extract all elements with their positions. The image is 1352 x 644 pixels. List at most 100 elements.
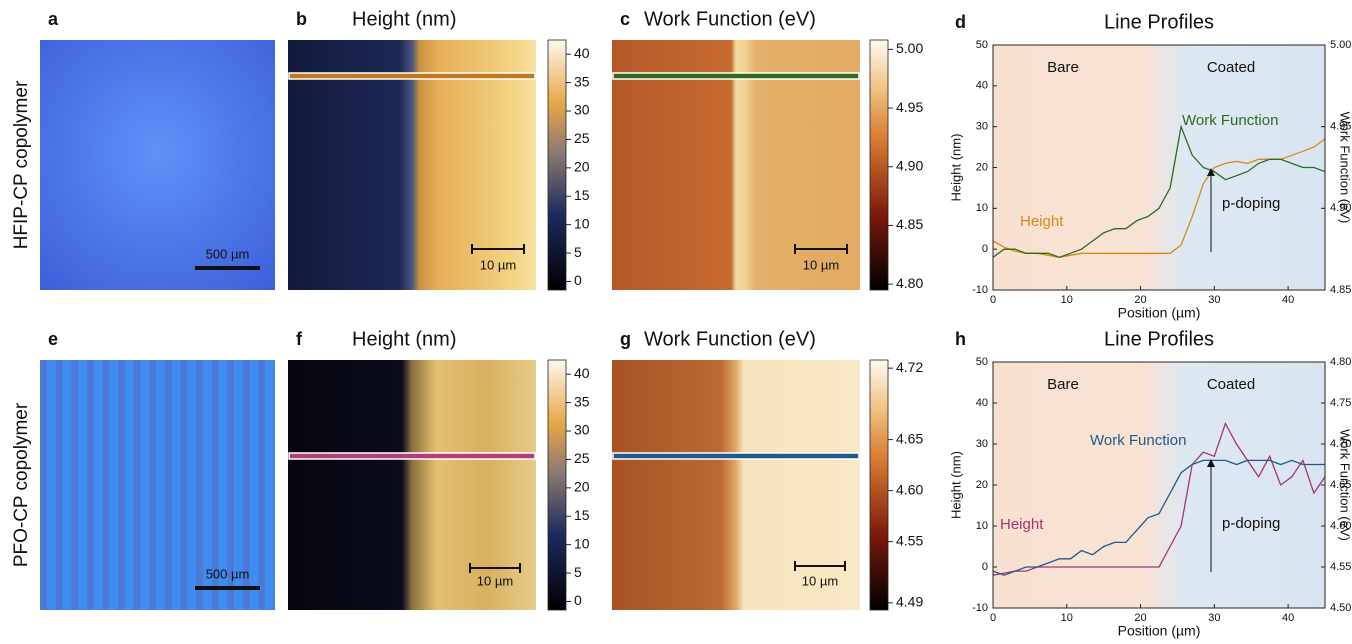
colorbar-tick-label: 25 [574, 450, 590, 466]
colorbar-tick-label: 40 [574, 45, 590, 61]
region-label: Bare [1047, 59, 1079, 76]
region-label: Coated [1207, 376, 1255, 393]
colorbar-tick-label: 35 [574, 73, 590, 89]
region-label: Coated [1207, 59, 1255, 76]
y-tick-label: 20 [976, 161, 988, 173]
colorbar [870, 40, 888, 290]
row-label: HFIP-CP copolymer [11, 80, 32, 249]
colorbar-tick-label: 0 [574, 272, 582, 288]
region-label: Bare [1047, 376, 1079, 393]
profile-line [289, 453, 535, 459]
panel-title: Height (nm) [352, 8, 456, 30]
y2-tick-label: 4.50 [1330, 602, 1351, 614]
y-tick-label: 10 [976, 520, 988, 532]
y-tick-label: 40 [976, 80, 988, 92]
scale-bar-label: 10 µm [802, 573, 838, 588]
y2-axis-label: Work Function (eV) [1338, 429, 1352, 541]
x-tick-label: 30 [1208, 294, 1220, 306]
colorbar-tick-label: 10 [574, 535, 590, 551]
scale-bar-label: 10 µm [480, 257, 516, 272]
colorbar-tick-label: 20 [574, 159, 590, 175]
panel-letter: c [620, 9, 630, 29]
panel-letter: b [296, 9, 307, 29]
y2-tick-label: 4.55 [1330, 561, 1351, 573]
y-axis-label: Height (nm) [948, 134, 963, 202]
y-tick-label: 50 [976, 39, 988, 51]
series-label: Height [1000, 516, 1044, 533]
y-tick-label: -10 [972, 602, 988, 614]
series-label: Work Function [1090, 432, 1186, 449]
chart-title: Line Profiles [1104, 328, 1214, 350]
y-tick-label: 30 [976, 121, 988, 133]
y-tick-label: -10 [972, 284, 988, 296]
panel-letter: g [620, 329, 631, 349]
row-label: PFO-CP copolymer [11, 402, 32, 567]
colorbar-tick-label: 10 [574, 215, 590, 231]
y2-tick-label: 4.80 [1330, 356, 1351, 368]
colorbar-tick-label: 4.55 [896, 532, 923, 548]
colorbar-tick-label: 20 [574, 479, 590, 495]
panel-title: Work Function (eV) [644, 8, 816, 30]
annotation: p-doping [1222, 515, 1280, 532]
series-label: Work Function [1182, 112, 1278, 129]
scale-bar-label: 500 µm [206, 246, 250, 261]
y2-tick-label: 4.85 [1330, 284, 1351, 296]
colorbar-tick-label: 25 [574, 130, 590, 146]
figure: HFIP-CP copolymer PFO-CP copolymer a 500 … [0, 0, 1352, 644]
colorbar-tick-label: 30 [574, 422, 590, 438]
panel-letter: e [48, 329, 58, 349]
y-tick-label: 10 [976, 202, 988, 214]
colorbar-tick-label: 0 [574, 592, 582, 608]
y2-axis-label: Work Function (eV) [1338, 112, 1352, 224]
colorbar-tick-label: 15 [574, 507, 590, 523]
panel-letter: d [955, 12, 966, 32]
y-axis-label: Height (nm) [948, 451, 963, 519]
x-tick-label: 0 [990, 294, 996, 306]
y-tick-label: 40 [976, 397, 988, 409]
colorbar-tick-label: 5 [574, 564, 582, 580]
colorbar-tick-label: 4.60 [896, 481, 923, 497]
y-tick-label: 20 [976, 479, 988, 491]
colorbar-tick-label: 30 [574, 102, 590, 118]
profile-line [613, 453, 859, 459]
y-tick-label: 0 [982, 243, 988, 255]
panel-letter: a [48, 9, 59, 29]
colorbar-tick-label: 4.65 [896, 430, 923, 446]
y2-tick-label: 4.75 [1330, 397, 1351, 409]
colorbar-tick-label: 5.00 [896, 40, 923, 56]
y-tick-label: 30 [976, 438, 988, 450]
colorbar [548, 360, 566, 610]
colorbar-tick-label: 4.72 [896, 359, 923, 375]
profile-line [613, 73, 859, 79]
x-tick-label: 40 [1282, 294, 1294, 306]
x-tick-label: 0 [990, 612, 996, 624]
colorbar [870, 360, 888, 610]
colorbar-tick-label: 4.95 [896, 99, 923, 115]
y2-tick-label: 5.00 [1330, 39, 1351, 51]
x-tick-label: 10 [1061, 294, 1073, 306]
x-tick-label: 40 [1282, 612, 1294, 624]
colorbar-tick-label: 15 [574, 187, 590, 203]
colorbar-tick-label: 35 [574, 393, 590, 409]
x-tick-label: 30 [1208, 612, 1220, 624]
chart-title: Line Profiles [1104, 11, 1214, 33]
y-tick-label: 0 [982, 561, 988, 573]
colorbar-tick-label: 40 [574, 365, 590, 381]
region-background [993, 362, 1325, 608]
series-label: Height [1020, 213, 1064, 230]
profile-line [289, 73, 535, 79]
colorbar-tick-label: 5 [574, 244, 582, 260]
colorbar-tick-label: 4.90 [896, 157, 923, 173]
x-tick-label: 10 [1061, 612, 1073, 624]
scale-bar-label: 10 µm [477, 573, 513, 588]
panel-title: Height (nm) [352, 328, 456, 350]
y-tick-label: 50 [976, 356, 988, 368]
scale-bar-label: 10 µm [803, 257, 839, 272]
colorbar [548, 40, 566, 290]
annotation: p-doping [1222, 195, 1280, 212]
scale-bar-label: 500 µm [206, 566, 250, 581]
panel-letter: h [955, 329, 966, 349]
panel-title: Work Function (eV) [644, 328, 816, 350]
panel-letter: f [296, 329, 303, 349]
colorbar-tick-label: 4.85 [896, 216, 923, 232]
